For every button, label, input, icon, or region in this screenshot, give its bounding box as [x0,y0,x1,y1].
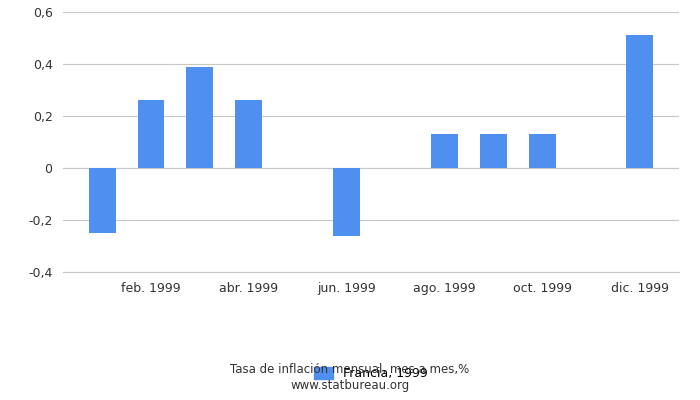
Bar [235,100,262,168]
Legend: Francia, 1999: Francia, 1999 [309,362,433,385]
Bar [138,100,164,168]
Bar [431,134,458,168]
Bar [89,168,116,233]
Bar [528,134,556,168]
Bar [480,134,507,168]
Text: Tasa de inflación mensual, mes a mes,%: Tasa de inflación mensual, mes a mes,% [230,364,470,376]
Bar [186,66,214,168]
Bar [626,35,653,168]
Bar [333,168,360,236]
Text: www.statbureau.org: www.statbureau.org [290,380,410,392]
